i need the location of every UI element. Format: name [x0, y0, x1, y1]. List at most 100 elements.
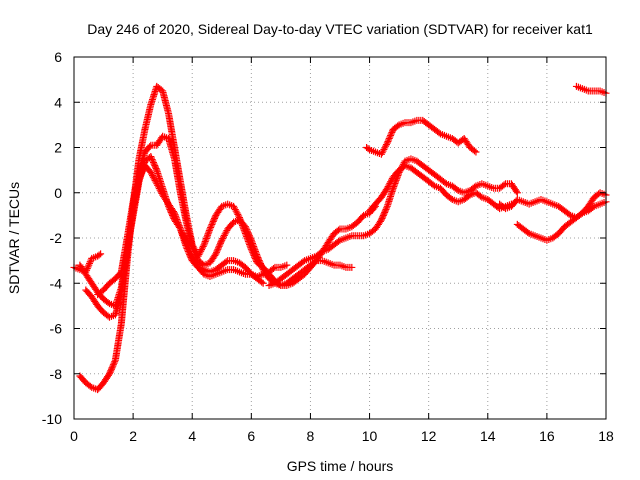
data-point	[231, 206, 239, 214]
data-point	[191, 249, 199, 257]
y-tick-label: -10	[42, 411, 62, 427]
data-point	[155, 185, 163, 193]
y-tick-label: 6	[54, 49, 62, 65]
data-point	[257, 261, 265, 269]
data-point	[190, 248, 198, 256]
data-point	[104, 371, 112, 379]
data-point	[385, 136, 393, 144]
y-tick-label: -2	[50, 230, 63, 246]
data-point	[211, 213, 219, 221]
data-point	[148, 156, 156, 164]
y-tick-label: -4	[50, 275, 63, 291]
data-point	[147, 153, 155, 161]
series-arc-j	[513, 198, 610, 244]
data-point	[259, 279, 267, 287]
data-point	[108, 364, 116, 372]
data-point	[386, 133, 394, 141]
series-arc-f	[265, 155, 521, 290]
data-point	[470, 147, 478, 155]
data-point	[220, 231, 228, 239]
data-point	[185, 249, 193, 257]
data-point	[382, 142, 390, 150]
data-point	[387, 131, 395, 139]
data-point	[386, 179, 394, 187]
data-point	[187, 254, 195, 262]
data-point	[258, 264, 266, 272]
x-tick-label: 12	[421, 428, 437, 444]
data-point	[150, 175, 158, 183]
data-point	[512, 187, 520, 195]
data-point	[151, 176, 159, 184]
data-point	[109, 361, 117, 369]
data-point	[381, 207, 389, 215]
data-point	[193, 254, 201, 262]
data-point	[232, 207, 240, 215]
data-point	[156, 186, 164, 194]
data-point	[335, 226, 343, 234]
data-point	[211, 214, 219, 222]
data-point	[247, 235, 255, 243]
data-point	[234, 210, 242, 218]
data-point	[258, 263, 266, 271]
data-point	[183, 245, 191, 253]
data-point	[242, 224, 250, 232]
data-point	[154, 183, 162, 191]
data-point	[209, 219, 217, 227]
y-tick-label: 4	[54, 94, 62, 110]
data-point	[383, 139, 391, 147]
data-point	[182, 243, 190, 251]
data-point	[216, 239, 224, 247]
data-point	[348, 263, 356, 271]
y-tick-label: 2	[54, 140, 62, 156]
data-point	[221, 230, 229, 238]
data-point	[206, 225, 214, 233]
data-point	[255, 255, 263, 263]
data-point	[209, 217, 217, 225]
data-point	[148, 154, 156, 162]
data-point	[152, 178, 160, 186]
data-point	[472, 148, 480, 156]
data-point	[107, 365, 115, 373]
x-tick-label: 10	[362, 428, 378, 444]
data-point	[219, 235, 227, 243]
series-arc-a	[70, 250, 105, 276]
series-arc-k	[572, 82, 610, 97]
data-point	[207, 222, 215, 230]
data-point	[255, 257, 263, 265]
data-point	[146, 143, 154, 151]
series-arc-e	[94, 132, 356, 299]
data-point	[241, 223, 249, 231]
data-point	[380, 145, 388, 153]
data-point	[384, 183, 392, 191]
x-tick-label: 6	[247, 428, 255, 444]
data-point	[388, 128, 396, 136]
chart-title: Day 246 of 2020, Sidereal Day-to-day VTE…	[87, 21, 593, 37]
series-arc-d	[76, 82, 379, 394]
data-point	[382, 205, 390, 213]
data-point	[513, 189, 521, 197]
data-point	[84, 263, 92, 271]
data-point	[258, 278, 266, 286]
data-point	[116, 269, 124, 277]
data-point	[379, 213, 387, 221]
data-point	[213, 247, 221, 255]
data-point	[219, 233, 227, 241]
data-point	[153, 180, 161, 188]
x-tick-label: 8	[307, 428, 315, 444]
data-point	[147, 168, 155, 176]
data-point	[217, 238, 225, 246]
data-point	[214, 244, 222, 252]
data-point	[384, 137, 392, 145]
data-point	[188, 243, 196, 251]
data-point	[184, 248, 192, 256]
data-point	[151, 163, 159, 171]
data-series	[70, 82, 610, 394]
data-point	[86, 259, 94, 267]
y-tick-label: -6	[50, 321, 63, 337]
data-point	[253, 252, 261, 260]
data-point	[246, 233, 254, 241]
data-point	[85, 261, 93, 269]
data-point	[170, 208, 178, 216]
data-point	[149, 157, 157, 165]
data-point	[385, 134, 393, 142]
